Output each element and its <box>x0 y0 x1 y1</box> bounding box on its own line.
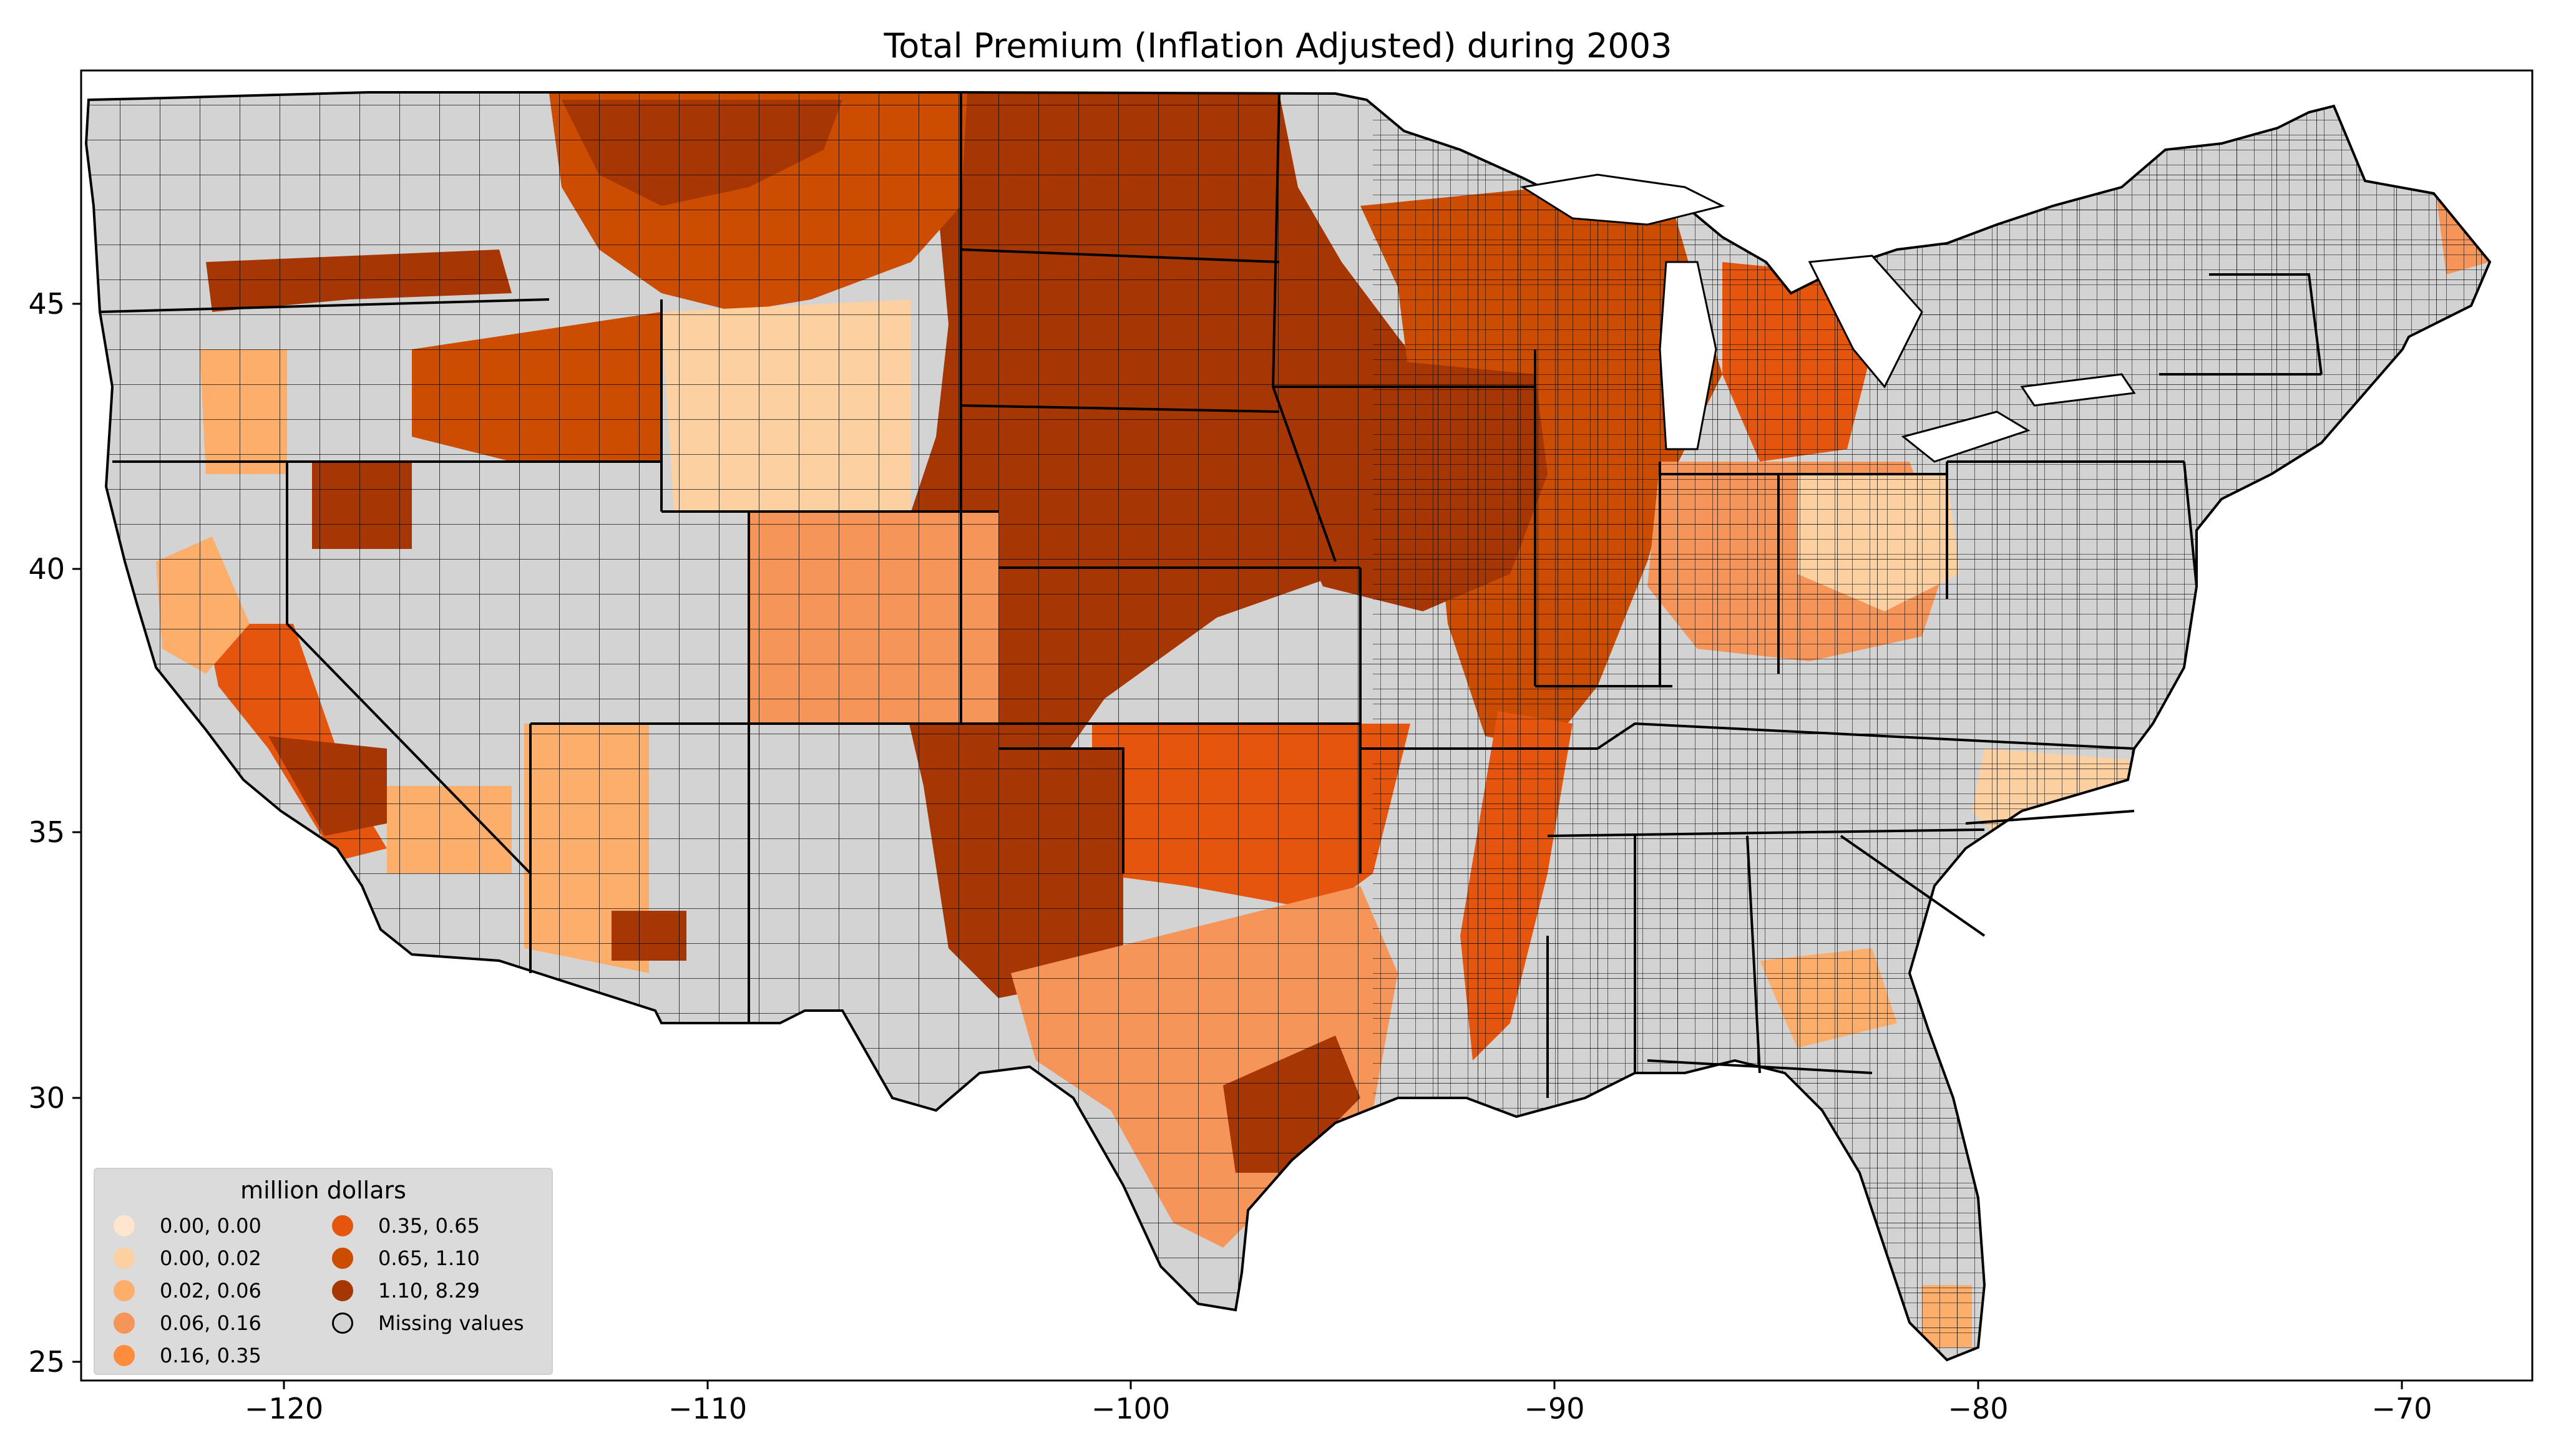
y-tick-labels: 45 40 35 30 25 <box>28 287 65 1379</box>
x-axis <box>284 1381 2402 1389</box>
y-tick-label: 30 <box>28 1081 65 1115</box>
legend-swatch-3 <box>114 1313 135 1334</box>
y-tick-label: 35 <box>28 815 65 849</box>
x-tick-label: −100 <box>1091 1392 1170 1425</box>
y-axis <box>72 304 81 1362</box>
legend-item: 0.65, 1.10 <box>332 1243 480 1274</box>
y-tick-label: 25 <box>28 1345 65 1379</box>
legend-label: 0.00, 0.00 <box>160 1214 261 1238</box>
legend-swatch-2 <box>114 1280 135 1301</box>
legend-item: 0.00, 0.00 <box>114 1210 261 1241</box>
legend-swatch-7 <box>332 1280 353 1301</box>
legend-swatch-5 <box>332 1215 353 1236</box>
legend-item: 0.35, 0.65 <box>332 1210 480 1241</box>
legend-label: 0.65, 1.10 <box>378 1246 480 1270</box>
legend-label: 1.10, 8.29 <box>378 1279 480 1303</box>
legend-item: Missing values <box>332 1308 524 1339</box>
legend-swatch-4 <box>114 1345 135 1366</box>
legend-label: 0.35, 0.65 <box>378 1214 480 1238</box>
legend-label: 0.02, 0.06 <box>160 1279 261 1303</box>
legend-item: 0.06, 0.16 <box>114 1308 261 1339</box>
legend-swatch-1 <box>114 1248 135 1269</box>
x-tick-label: −80 <box>1948 1392 2008 1425</box>
legend-swatch-0 <box>114 1215 135 1236</box>
legend: million dollars 0.00, 0.00 0.00, 0.02 0.… <box>94 1168 553 1375</box>
legend-item: 0.00, 0.02 <box>114 1243 261 1274</box>
legend-label: Missing values <box>378 1311 524 1335</box>
x-tick-label: −120 <box>245 1392 323 1425</box>
legend-label: 0.06, 0.16 <box>160 1311 261 1335</box>
legend-swatch-8 <box>332 1313 353 1334</box>
x-tick-labels: −120 −110 −100 −90 −80 −70 <box>245 1392 2432 1425</box>
legend-label: 0.16, 0.35 <box>160 1344 261 1367</box>
legend-item: 0.16, 0.35 <box>114 1340 261 1371</box>
y-tick-label: 40 <box>28 552 65 586</box>
x-tick-label: −70 <box>2371 1392 2432 1425</box>
legend-item: 0.02, 0.06 <box>114 1275 261 1306</box>
x-tick-label: −110 <box>668 1392 747 1425</box>
legend-label: 0.00, 0.02 <box>160 1246 261 1270</box>
legend-title: million dollars <box>95 1177 552 1204</box>
legend-item: 1.10, 8.29 <box>332 1275 480 1306</box>
legend-swatch-6 <box>332 1248 353 1269</box>
y-tick-label: 45 <box>28 287 65 321</box>
x-tick-label: −90 <box>1524 1392 1584 1425</box>
